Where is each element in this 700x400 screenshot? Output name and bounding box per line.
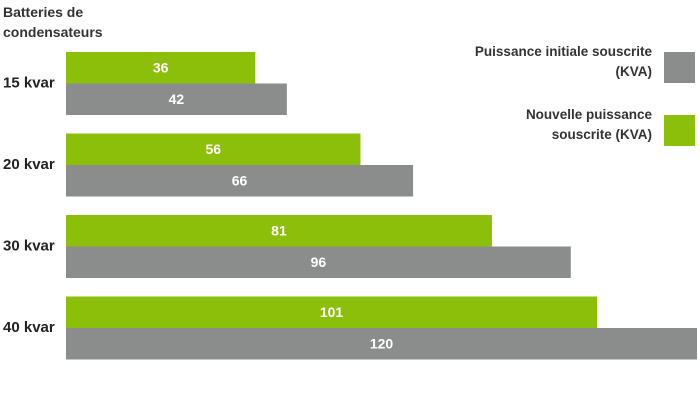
value-label: 120 xyxy=(370,335,394,351)
legend-swatch xyxy=(664,115,695,146)
value-label: 56 xyxy=(205,141,221,157)
bar xyxy=(66,328,697,360)
category-label: 20 kvar xyxy=(3,156,55,173)
chart-title: Batteries de condensateurs xyxy=(3,4,103,40)
bar xyxy=(66,165,414,197)
legend-swatch xyxy=(664,52,695,83)
category-label: 30 kvar xyxy=(3,237,55,254)
bar xyxy=(66,296,598,328)
bar xyxy=(66,215,492,247)
bar xyxy=(66,83,287,115)
value-label: 36 xyxy=(153,59,169,75)
value-label: 66 xyxy=(232,172,248,188)
value-label: 81 xyxy=(271,222,287,238)
bar xyxy=(66,133,361,165)
value-label: 101 xyxy=(320,304,344,320)
legend-label: Nouvelle puissance souscrite (KVA) xyxy=(525,107,652,142)
value-label: 96 xyxy=(311,254,327,270)
value-label: 42 xyxy=(169,91,185,107)
bar xyxy=(66,246,571,278)
category-label: 40 kvar xyxy=(3,319,55,336)
legend-label: Puissance initiale souscrite (KVA) xyxy=(474,44,652,79)
category-label: 15 kvar xyxy=(3,74,55,91)
bar xyxy=(66,52,256,84)
